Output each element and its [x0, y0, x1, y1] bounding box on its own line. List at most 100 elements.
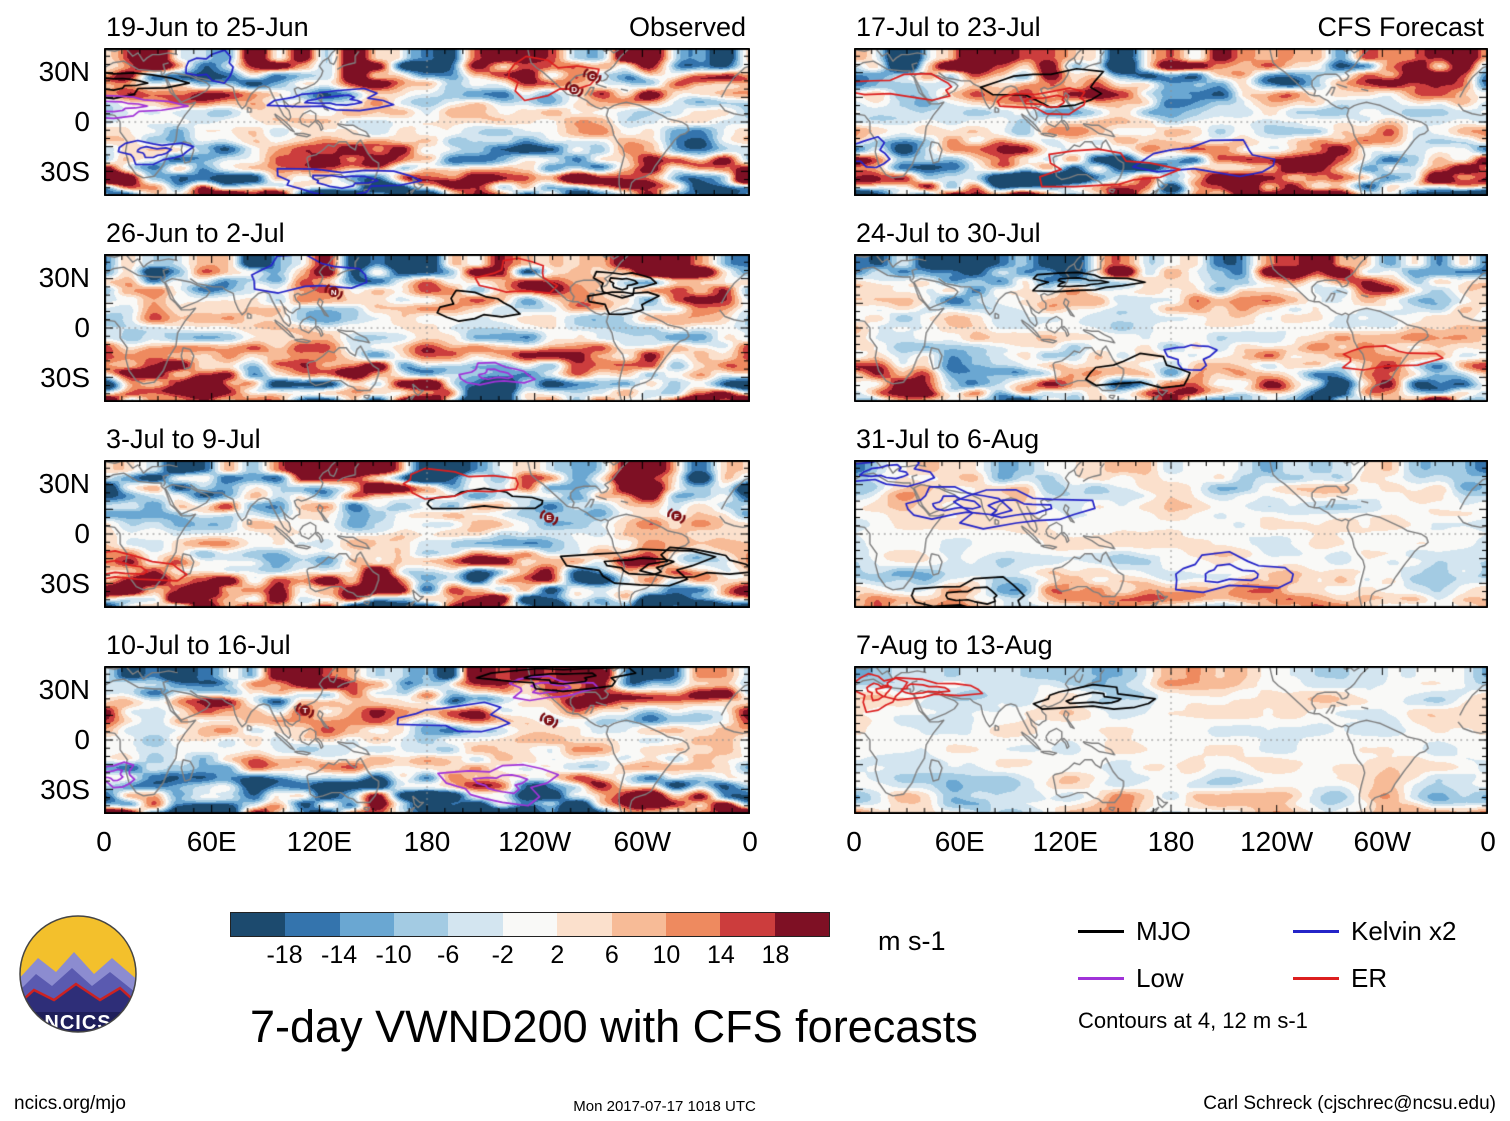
legend-item-kelvin: Kelvin x2	[1293, 916, 1500, 947]
x-axis-labels: 0 60E 120E 180 120W 60W 0	[96, 814, 758, 866]
panel-header: 3-Jul to 9-Jul	[104, 402, 750, 460]
panel-header: 10-Jul to 16-Jul	[104, 608, 750, 666]
column-label-observed: Observed	[628, 12, 746, 42]
footer-author: Carl Schreck (cjschrec@ncsu.edu)	[1203, 1093, 1496, 1114]
colorbar-tick: 14	[707, 941, 735, 969]
legend-label: ER	[1351, 963, 1388, 993]
x-tick: 120E	[286, 826, 353, 857]
colorbar-segment	[394, 913, 449, 936]
legend-label: MJO	[1136, 916, 1191, 946]
map-panel	[104, 254, 750, 402]
panel-title: 26-Jun to 2-Jul	[106, 218, 285, 248]
footer: ncics.org/mjo Mon 2017-07-17 1018 UTC Ca…	[0, 1093, 1510, 1115]
x-tick: 60W	[1353, 826, 1412, 857]
legend-item-mjo: MJO	[1078, 916, 1285, 947]
y-axis-labels: 30N 0 30S	[12, 48, 104, 196]
ncics-logo: NCICS	[16, 912, 168, 1041]
colorbar-tick: 10	[652, 941, 681, 969]
map-canvas	[854, 254, 1488, 402]
kelvin-line-icon	[1293, 930, 1339, 933]
panel-title: 3-Jul to 9-Jul	[106, 424, 261, 454]
colorbar-tick: 18	[761, 941, 790, 969]
panel-header: 17-Jul to 23-Jul CFS Forecast	[854, 4, 1488, 48]
x-tick: 0	[1480, 826, 1496, 857]
colorbar-labels: -18 -14 -10 -6 -2 2 6 10 14 18	[230, 937, 830, 971]
colorbar	[230, 912, 830, 937]
map-grid: 19-Jun to 25-Jun Observed 17-Jul to 23-J…	[12, 4, 1496, 866]
spacer	[750, 666, 854, 814]
x-tick: 120W	[498, 826, 572, 857]
x-tick: 60W	[613, 826, 672, 857]
spacer	[750, 402, 854, 460]
legend-label: Kelvin x2	[1351, 916, 1457, 946]
colorbar-segment	[557, 913, 612, 936]
y-axis-labels: 30N 0 30S	[12, 666, 104, 814]
spacer	[12, 608, 104, 666]
bottom-section: NCICS -18 -14 -10 -6 -2 2 6 10 14 18 m s-1 7-day …	[0, 866, 1510, 1053]
colorbar-segment	[339, 913, 395, 936]
y-tick: 30N	[38, 56, 90, 88]
y-axis-labels: 30N 0 30S	[12, 254, 104, 402]
y-tick: 0	[74, 518, 90, 549]
y-tick: 0	[74, 106, 90, 137]
colorbar-segment	[285, 913, 340, 936]
er-line-icon	[1293, 977, 1339, 980]
spacer	[12, 402, 104, 460]
spacer	[12, 814, 104, 866]
panel-header: 7-Aug to 13-Aug	[854, 608, 1488, 666]
legend: MJO Kelvin x2 Low ER Contours at 4, 12 m…	[1078, 912, 1500, 1034]
y-tick: 30N	[38, 674, 90, 706]
panel-title: 24-Jul to 30-Jul	[856, 218, 1041, 248]
x-tick: 120W	[1240, 826, 1314, 857]
colorbar-segment	[774, 913, 829, 936]
panel-title: 19-Jun to 25-Jun	[106, 12, 309, 42]
panel-header: 26-Jun to 2-Jul	[104, 196, 750, 254]
colorbar-segment	[665, 913, 721, 936]
panel-title: 10-Jul to 16-Jul	[106, 630, 291, 660]
footer-url: ncics.org/mjo	[14, 1093, 126, 1114]
panel-header: 19-Jun to 25-Jun Observed	[104, 4, 750, 48]
spacer	[750, 196, 854, 254]
map-canvas	[104, 48, 750, 196]
colorbar-segment	[611, 913, 666, 936]
colorbar-wrap: -18 -14 -10 -6 -2 2 6 10 14 18	[230, 912, 830, 971]
spacer	[750, 608, 854, 666]
y-tick: 30S	[40, 361, 90, 393]
map-panel	[104, 48, 750, 196]
x-tick: 0	[846, 826, 862, 857]
colorbar-tick: -6	[437, 941, 460, 969]
panel-title: 7-Aug to 13-Aug	[856, 630, 1053, 660]
colorbar-segment	[502, 913, 558, 936]
figure-title: 7-day VWND200 with CFS forecasts	[250, 1001, 978, 1052]
y-tick: 0	[74, 724, 90, 755]
spacer	[750, 4, 854, 48]
y-tick: 30S	[40, 773, 90, 805]
x-tick: 180	[403, 826, 451, 857]
legend-grid: MJO Kelvin x2 Low ER	[1078, 916, 1500, 994]
colorbar-tick: -14	[321, 941, 358, 969]
y-axis-labels: 30N 0 30S	[12, 460, 104, 608]
y-tick: 30S	[40, 155, 90, 187]
map-canvas	[104, 460, 750, 608]
map-canvas	[104, 666, 750, 814]
legend-note: Contours at 4, 12 m s-1	[1078, 1008, 1308, 1033]
y-tick: 0	[74, 312, 90, 343]
spacer	[750, 254, 854, 402]
colorbar-tick: -10	[375, 941, 412, 969]
low-line-icon	[1078, 977, 1124, 980]
map-panel	[104, 460, 750, 608]
spacer	[12, 196, 104, 254]
colorbar-segment	[448, 913, 503, 936]
spacer	[12, 4, 104, 48]
map-panel	[854, 254, 1488, 402]
x-tick: 60E	[934, 826, 985, 857]
x-tick: 0	[96, 826, 112, 857]
map-canvas	[854, 460, 1488, 608]
map-panel	[854, 48, 1488, 196]
x-tick: 0	[742, 826, 758, 857]
x-axis-labels: 0 60E 120E 180 120W 60W 0	[846, 814, 1496, 866]
colorbar-tick: 6	[604, 941, 619, 969]
panel-title: 17-Jul to 23-Jul	[856, 12, 1041, 42]
colorbar-tick: -18	[266, 941, 303, 969]
